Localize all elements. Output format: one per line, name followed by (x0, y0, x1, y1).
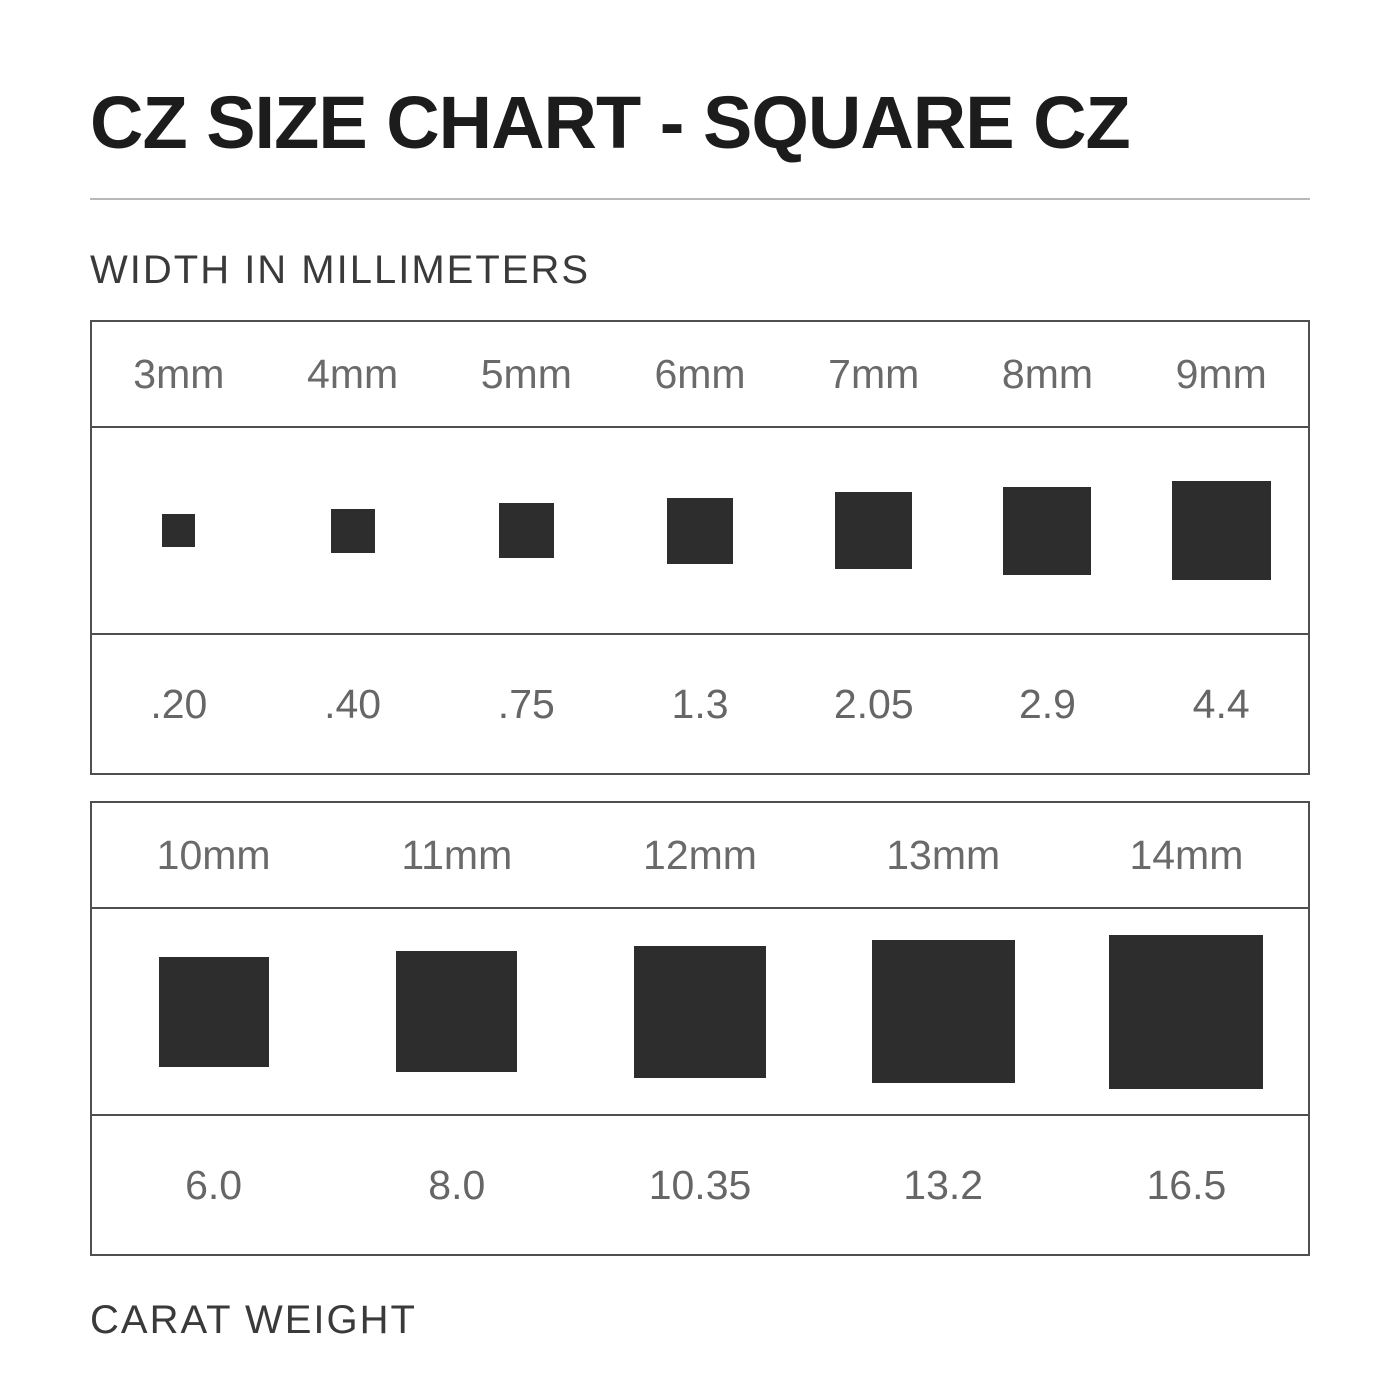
carat-weight-label: CARAT WEIGHT (90, 1298, 417, 1342)
carat-weight-cell: 10.35 (578, 1116, 821, 1254)
mm-header-cell: 8mm (961, 322, 1135, 426)
mm-header-cell: 5mm (439, 322, 613, 426)
carat-weight-value: 2.05 (833, 680, 914, 727)
carat-weight-value: 4.4 (1192, 680, 1250, 727)
mm-header-cell: 3mm (92, 322, 266, 426)
cz-square-5mm (498, 503, 554, 558)
mm-label: 4mm (307, 350, 399, 397)
cz-square-11mm (396, 951, 518, 1072)
cz-square-cell (92, 428, 266, 633)
carat-weight-value: 2.9 (1018, 680, 1076, 727)
carat-weight-value: 10.35 (648, 1161, 752, 1208)
cz-square-cell (787, 428, 961, 633)
carat-weight-cell: .20 (92, 635, 266, 773)
cz-square-14mm (1109, 934, 1264, 1089)
cz-square-4mm (330, 508, 375, 553)
mm-label: 8mm (1001, 350, 1093, 397)
mm-header-cell: 11mm (335, 803, 578, 907)
width-in-millimeters-label: WIDTH IN MILLIMETERS (90, 248, 591, 292)
mm-header-cell: 14mm (1065, 803, 1308, 907)
cz-square-cell (578, 909, 821, 1114)
cz-square-cell (961, 428, 1135, 633)
size-table-3mm-9mm: 3mm 4mm 5mm 6mm 7mm 8mm 9mm .20 .40 .75 1.3 2.05 2.… (90, 320, 1310, 775)
mm-label: 10mm (156, 831, 271, 878)
carat-weight-cell: .40 (266, 635, 440, 773)
carat-weight-cell: 16.5 (1065, 1116, 1308, 1254)
cz-square-10mm (158, 956, 269, 1067)
mm-label: 6mm (654, 350, 746, 397)
mm-header-cell: 7mm (787, 322, 961, 426)
carat-weight-value: .20 (150, 680, 208, 727)
carat-weight-row: .20 .40 .75 1.3 2.05 2.9 4.4 (92, 633, 1308, 773)
carat-weight-row: 6.0 8.0 10.35 13.2 16.5 (92, 1114, 1308, 1254)
carat-weight-value: 8.0 (428, 1161, 486, 1208)
cz-square-7mm (835, 492, 913, 569)
cz-square-13mm (871, 940, 1015, 1083)
cz-square-cell (822, 909, 1065, 1114)
carat-weight-value: .75 (497, 680, 555, 727)
carat-weight-value: .40 (324, 680, 382, 727)
title-divider (90, 198, 1310, 200)
cz-square-cell (613, 428, 787, 633)
mm-header-row: 3mm 4mm 5mm 6mm 7mm 8mm 9mm (92, 322, 1308, 426)
mm-label: 5mm (480, 350, 572, 397)
mm-header-cell: 12mm (578, 803, 821, 907)
mm-label: 3mm (133, 350, 225, 397)
carat-weight-cell: 2.05 (787, 635, 961, 773)
cz-square-cell (266, 428, 440, 633)
cz-square-3mm (162, 514, 196, 547)
mm-header-cell: 6mm (613, 322, 787, 426)
mm-label: 13mm (886, 831, 1001, 878)
page-title: CZ SIZE CHART - SQUARE CZ (90, 81, 1131, 164)
cz-square-cell (439, 428, 613, 633)
mm-label: 9mm (1175, 350, 1267, 397)
cz-square-6mm (667, 497, 734, 564)
mm-label: 7mm (828, 350, 920, 397)
carat-weight-cell: 6.0 (92, 1116, 335, 1254)
mm-header-cell: 10mm (92, 803, 335, 907)
carat-weight-value: 6.0 (185, 1161, 243, 1208)
carat-weight-cell: 13.2 (822, 1116, 1065, 1254)
carat-weight-cell: 1.3 (613, 635, 787, 773)
cz-square-8mm (1003, 486, 1092, 575)
mm-header-cell: 13mm (822, 803, 1065, 907)
cz-square-12mm (634, 945, 766, 1078)
carat-weight-cell: 2.9 (961, 635, 1135, 773)
size-table-10mm-14mm: 10mm 11mm 12mm 13mm 14mm 6.0 8.0 10.35 13.2 16.5 (90, 801, 1310, 1256)
carat-weight-value: 1.3 (671, 680, 729, 727)
cz-square-cell (92, 909, 335, 1114)
cz-square-cell (1134, 428, 1308, 633)
carat-weight-value: 13.2 (903, 1161, 984, 1208)
cz-square-9mm (1171, 481, 1271, 580)
cz-square-cell (335, 909, 578, 1114)
carat-weight-cell: 4.4 (1134, 635, 1308, 773)
cz-squares-row (92, 907, 1308, 1114)
cz-squares-row (92, 426, 1308, 633)
carat-weight-cell: 8.0 (335, 1116, 578, 1254)
mm-header-cell: 4mm (266, 322, 440, 426)
mm-label: 11mm (401, 831, 513, 878)
mm-header-cell: 9mm (1134, 322, 1308, 426)
mm-label: 14mm (1129, 831, 1244, 878)
mm-label: 12mm (643, 831, 757, 878)
mm-header-row: 10mm 11mm 12mm 13mm 14mm (92, 803, 1308, 907)
carat-weight-value: 16.5 (1146, 1161, 1227, 1208)
carat-weight-cell: .75 (439, 635, 613, 773)
cz-square-cell (1065, 909, 1308, 1114)
